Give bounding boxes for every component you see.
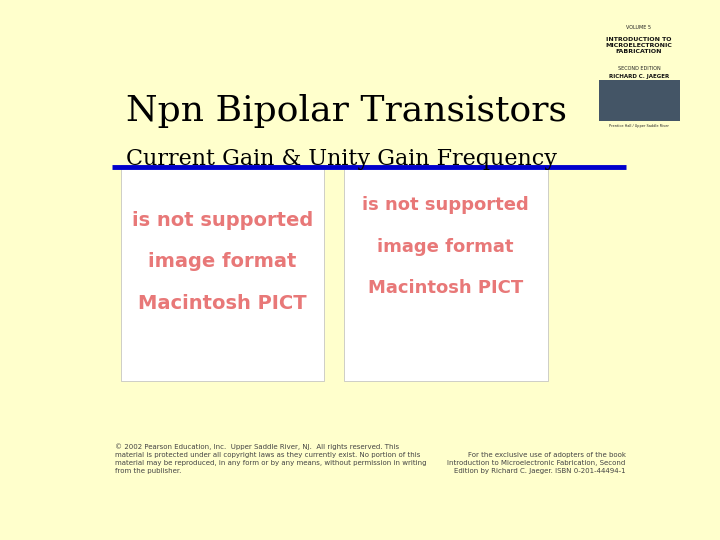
Text: is not supported: is not supported	[132, 211, 313, 230]
Text: © 2002 Pearson Education, Inc.  Upper Saddle River, NJ.  All rights reserved. Th: © 2002 Pearson Education, Inc. Upper Sad…	[115, 444, 427, 474]
Text: Macintosh PICT: Macintosh PICT	[138, 294, 307, 313]
Text: VOLUME 5: VOLUME 5	[626, 25, 652, 30]
Text: RICHARD C. JAEGER: RICHARD C. JAEGER	[609, 74, 669, 79]
Text: Macintosh PICT: Macintosh PICT	[368, 279, 523, 298]
FancyBboxPatch shape	[121, 165, 324, 381]
Text: image format: image format	[377, 238, 514, 256]
Text: INTRODUCTION TO
MICROELECTRONIC
FABRICATION: INTRODUCTION TO MICROELECTRONIC FABRICAT…	[606, 37, 672, 55]
Text: Current Gain & Unity Gain Frequency: Current Gain & Unity Gain Frequency	[126, 148, 557, 170]
Bar	[598, 80, 680, 120]
Text: For the exclusive use of adopters of the book
Introduction to Microelectronic Fa: For the exclusive use of adopters of the…	[447, 453, 626, 474]
Text: is not supported: is not supported	[362, 196, 529, 214]
Text: Prentice Hall / Upper Saddle River: Prentice Hall / Upper Saddle River	[609, 124, 669, 128]
Text: SECOND EDITION: SECOND EDITION	[618, 66, 660, 71]
Text: Npn Bipolar Transistors: Npn Bipolar Transistors	[126, 94, 567, 128]
Text: image format: image format	[148, 252, 297, 272]
FancyBboxPatch shape	[344, 165, 548, 381]
